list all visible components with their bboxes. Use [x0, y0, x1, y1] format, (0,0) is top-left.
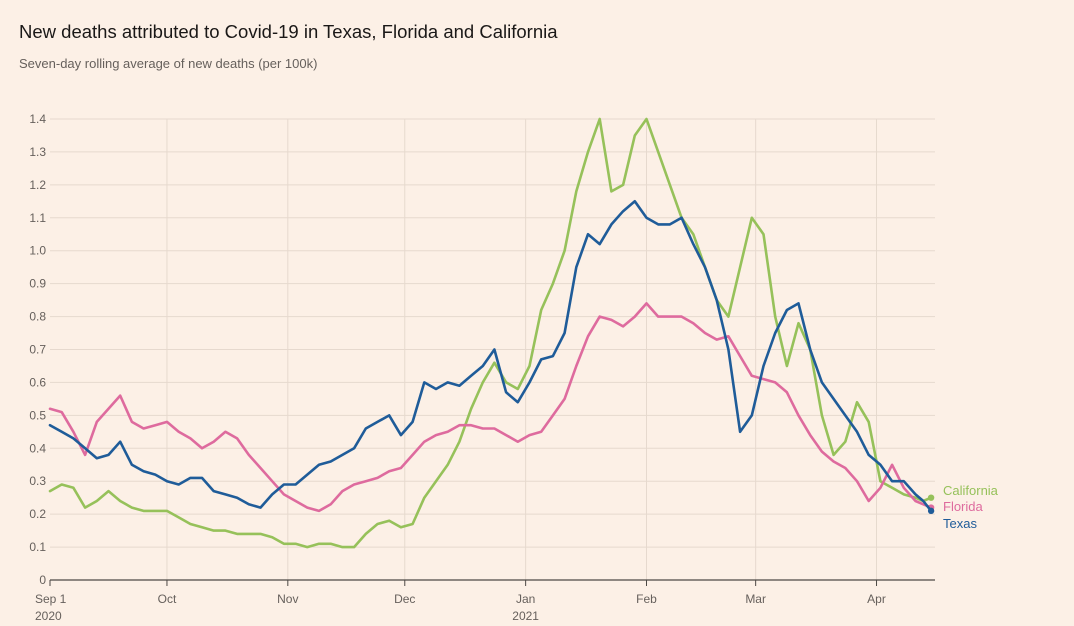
- gridlines: [50, 118, 935, 580]
- x-tick-label: Mar: [745, 592, 766, 606]
- series-line-california: [48, 117, 933, 549]
- series-endpoint-california: [927, 494, 935, 501]
- chart-title: New deaths attributed to Covid-19 in Tex…: [19, 21, 558, 42]
- y-tick-label: 1.3: [29, 145, 46, 159]
- x-tick-label: Oct: [158, 592, 177, 606]
- y-tick-label: 1.0: [29, 244, 46, 258]
- y-tick-label: 1.2: [29, 178, 46, 192]
- series-endpoint-texas: [927, 507, 935, 515]
- y-tick-label: 0.2: [29, 507, 46, 521]
- series-lines: [48, 117, 935, 549]
- chart-subtitle: Seven-day rolling average of new deaths …: [19, 56, 318, 71]
- x-tick-label: Jan: [516, 592, 535, 606]
- y-tick-label: 0: [39, 573, 46, 587]
- series-line-texas: [48, 200, 933, 513]
- legend-label-texas: Texas: [943, 516, 977, 531]
- x-tick-label: Feb: [636, 592, 657, 606]
- y-tick-label: 0.8: [29, 310, 46, 324]
- x-tick-label: Apr: [867, 592, 886, 606]
- y-tick-label: 0.5: [29, 408, 46, 422]
- legend-label-california: California: [943, 483, 999, 498]
- y-tick-label: 1.4: [29, 112, 46, 126]
- y-tick-label: 0.7: [29, 343, 46, 357]
- axes: 0 0.1 0.2 0.3 0.4 0.5 0.6 0.7 0.8 0.9 1.0 1.1 1.2 1.3…: [29, 112, 935, 623]
- x-tick-label: Sep 1: [35, 592, 67, 606]
- x-tick-sublabel: 2020: [35, 609, 62, 623]
- y-tick-label: 1.1: [29, 211, 46, 225]
- series-line-florida: [48, 302, 933, 513]
- x-tick-sublabel: 2021: [512, 609, 539, 623]
- y-tick-label: 0.1: [29, 540, 46, 554]
- x-tick-label: Nov: [277, 592, 298, 606]
- legend-label-florida: Florida: [943, 499, 984, 514]
- y-tick-label: 0.9: [29, 277, 46, 291]
- y-tick-label: 0.6: [29, 375, 46, 389]
- x-tick-label: Dec: [394, 592, 415, 606]
- y-tick-label: 0.3: [29, 474, 46, 488]
- y-tick-label: 0.4: [29, 441, 46, 455]
